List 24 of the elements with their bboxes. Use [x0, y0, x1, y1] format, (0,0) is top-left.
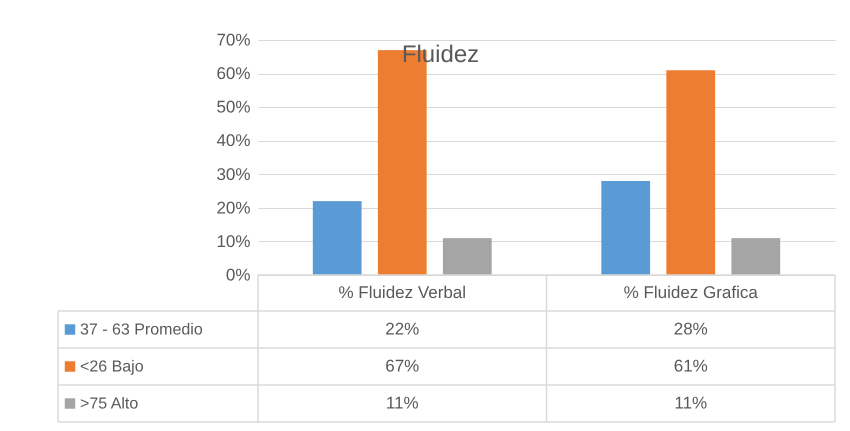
y-tick-label: 0% [226, 266, 250, 284]
data-label: 11% [386, 394, 419, 412]
y-tick-label: 60% [216, 64, 250, 84]
y-tick-label: 50% [216, 98, 250, 117]
data-label: 22% [385, 320, 420, 338]
y-tick-label: 70% [216, 30, 250, 50]
x-tick-label: % Fluidez Verbal [338, 283, 466, 302]
bar [601, 181, 650, 275]
y-tick-label: 10% [216, 232, 250, 251]
bar [312, 201, 362, 275]
data-label: 28% [674, 320, 708, 338]
data-label: 11% [674, 394, 708, 412]
y-tick-label: 20% [216, 198, 250, 218]
bar [442, 238, 492, 275]
legend-label: <26 Bajo [80, 358, 144, 376]
bar [731, 238, 780, 275]
bar [666, 70, 716, 275]
legend-label: >75 Alto [80, 396, 138, 412]
y-tick-label: 40% [216, 131, 250, 150]
legend-label: 37 - 63 Promedio [80, 322, 203, 338]
data-label: 67% [385, 356, 420, 376]
data-label: 61% [674, 356, 708, 376]
y-tick-label: 30% [216, 164, 250, 184]
x-tick-label: % Fluidez Grafica [624, 283, 758, 302]
